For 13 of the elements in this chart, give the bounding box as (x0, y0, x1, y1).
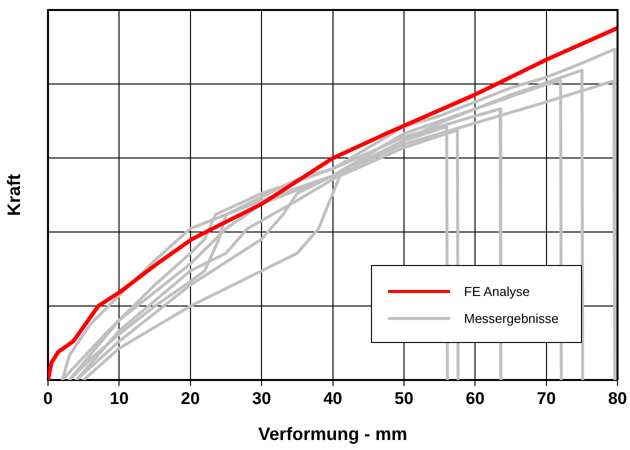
x-tick-label: 50 (394, 388, 414, 408)
x-tick-label: 10 (110, 388, 129, 408)
x-tick-label: 20 (180, 388, 200, 408)
x-tick-label: 30 (252, 388, 272, 408)
x-tick-label: 80 (608, 388, 628, 408)
x-tick-label: 40 (323, 388, 342, 408)
x-tick-label: 70 (536, 388, 556, 408)
x-tick-label: 60 (466, 388, 485, 408)
x-axis-title: Verformung - mm (258, 424, 408, 444)
x-tick-label: 0 (43, 388, 53, 408)
y-axis-title: Kraft (4, 174, 24, 216)
legend-label: FE Analyse (464, 284, 530, 299)
legend-label: Messergebnisse (464, 311, 559, 326)
